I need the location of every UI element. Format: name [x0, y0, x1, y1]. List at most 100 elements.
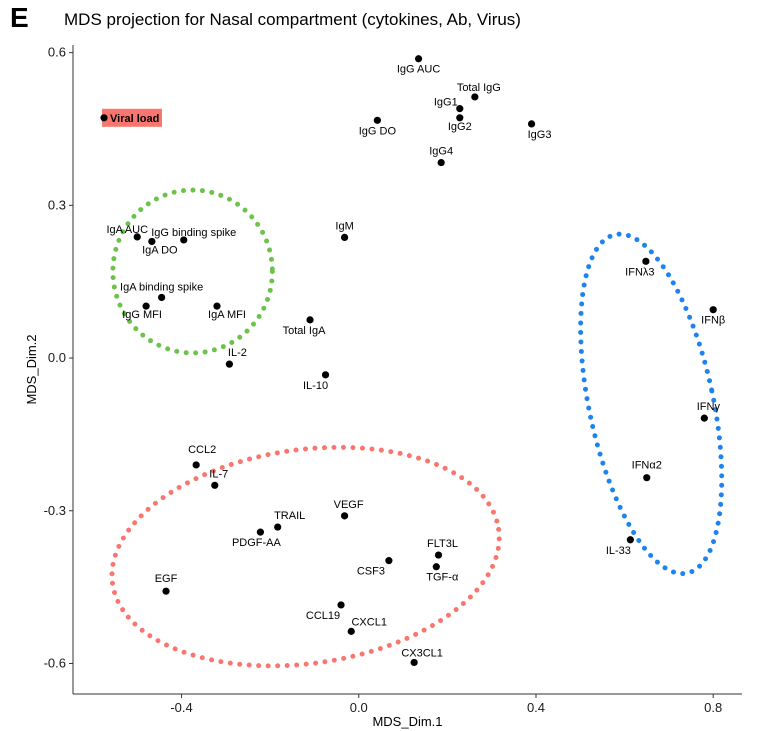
data-point	[148, 237, 156, 246]
point-label: Total IgG	[457, 82, 501, 94]
point-label: EGF	[155, 573, 178, 585]
point-igg3: IgG3	[527, 120, 552, 141]
data-point	[373, 116, 381, 124]
tick-labels: -0.4 0.0 0.4 0.8 -0.6 -0.3 0.0 0.3 0.6	[44, 45, 723, 715]
point-label: TGF-α	[426, 572, 459, 584]
point-iga-do: IgA DO	[142, 237, 178, 256]
data-point	[133, 233, 141, 241]
data-point	[410, 658, 418, 667]
data-point	[456, 105, 464, 113]
data-point	[643, 474, 651, 482]
point-label: IgG AUC	[397, 64, 440, 76]
x-tick-label: 0.8	[704, 700, 722, 715]
data-point	[213, 302, 221, 310]
point-label: IgA binding spike	[120, 281, 203, 293]
point-label: CXCL1	[351, 616, 386, 628]
point-label: CSF3	[357, 566, 385, 578]
point-ccl2: CCL2	[188, 444, 216, 469]
data-point	[385, 557, 393, 565]
point-label: PDGF-AA	[232, 537, 282, 549]
point-label: IgG2	[448, 121, 472, 133]
point-flt3l: FLT3L	[427, 538, 458, 559]
point-il-33: IL-33	[606, 536, 634, 557]
data-point	[321, 371, 330, 379]
point-igg-do: IgG DO	[359, 116, 397, 137]
point-ifn: IFNβ	[701, 306, 725, 327]
point-iga-auc: IgA AUC	[106, 224, 148, 241]
data-point	[192, 461, 200, 469]
point-il-10: IL-10	[303, 371, 330, 392]
x-tick-label: 0.0	[350, 700, 368, 715]
cluster-ellipse-red	[109, 444, 502, 669]
data-point	[434, 551, 443, 559]
y-tick-label: -0.6	[44, 655, 66, 670]
x-tick-label: -0.4	[170, 700, 192, 715]
viral-load-highlight	[102, 108, 163, 127]
data-point	[142, 302, 150, 310]
point-igg4: IgG4	[429, 146, 453, 167]
point-cxcl1: CXCL1	[347, 616, 387, 635]
point-label: IgG4	[429, 146, 453, 158]
data-point	[456, 114, 464, 122]
point-label: IL-2	[228, 347, 247, 359]
data-point	[709, 306, 717, 314]
point-label: FLT3L	[427, 538, 458, 550]
point-label: VEGF	[334, 499, 364, 511]
chart-title: MDS projection for Nasal compartment (cy…	[64, 10, 521, 29]
point-label: IL-7	[209, 468, 228, 480]
y-tick-label: 0.0	[48, 350, 66, 365]
point-igg-mfi: IgG MFI	[122, 302, 162, 321]
point-label: IgG3	[528, 129, 552, 141]
data-point	[337, 601, 345, 609]
point-label: IgM	[335, 220, 353, 232]
point-label: Total IgA	[283, 325, 326, 337]
data-points: Viral load IgG AUC Total IgG IgG1 IgG2 IgG DO…	[100, 55, 725, 667]
y-axis-title: MDS_Dim.2	[24, 334, 39, 404]
point-label: IgG DO	[359, 125, 397, 137]
point-label: CCL19	[306, 610, 340, 622]
point-csf3: CSF3	[357, 557, 393, 578]
point-ifn: IFNγ	[697, 401, 720, 422]
data-point	[180, 236, 188, 244]
point-igg1: IgG1	[434, 97, 464, 113]
point-il-2: IL-2	[225, 347, 247, 368]
data-point	[256, 528, 265, 536]
point-pdgf-aa: PDGF-AA	[232, 528, 282, 549]
x-tick-label: 0.4	[527, 700, 545, 715]
point-label: TRAIL	[274, 510, 305, 522]
point-igm: IgM	[335, 220, 354, 242]
data-point	[340, 233, 349, 242]
axes	[72, 45, 742, 695]
data-point	[211, 481, 219, 489]
data-point	[347, 627, 355, 635]
cluster-ellipse-green	[110, 187, 275, 356]
x-axis-title: MDS_Dim.1	[372, 714, 442, 729]
point-igg-auc: IgG AUC	[397, 55, 440, 76]
point-label: CCL2	[188, 444, 216, 456]
point-ifn-2: IFNα2	[632, 460, 662, 482]
data-point	[100, 114, 108, 122]
point-iga-binding-spike: IgA binding spike	[120, 281, 203, 302]
y-tick-label: 0.6	[48, 45, 66, 60]
point-iga-mfi: IgA MFI	[208, 302, 246, 321]
point-label: IgG1	[434, 97, 458, 109]
point-trail: TRAIL	[274, 510, 305, 531]
point-label: IgA DO	[142, 244, 178, 256]
point-igg-binding-spike: IgG binding spike	[151, 227, 236, 244]
point-label: IFNλ3	[625, 266, 654, 278]
point-label: Viral load	[110, 113, 159, 125]
point-label: IFNα2	[632, 460, 662, 472]
point-viral-load: Viral load	[100, 108, 163, 127]
cluster-ellipse-blue	[578, 231, 725, 577]
point-label: IgA MFI	[208, 309, 246, 321]
point-vegf: VEGF	[334, 499, 364, 520]
y-tick-label: 0.3	[48, 197, 66, 212]
data-point	[471, 93, 479, 101]
point-label: CX3CL1	[401, 647, 443, 659]
point-egf: EGF	[155, 573, 178, 595]
y-tick-label: -0.3	[44, 503, 66, 518]
data-point	[527, 120, 536, 128]
panel-letter: E	[10, 2, 29, 33]
